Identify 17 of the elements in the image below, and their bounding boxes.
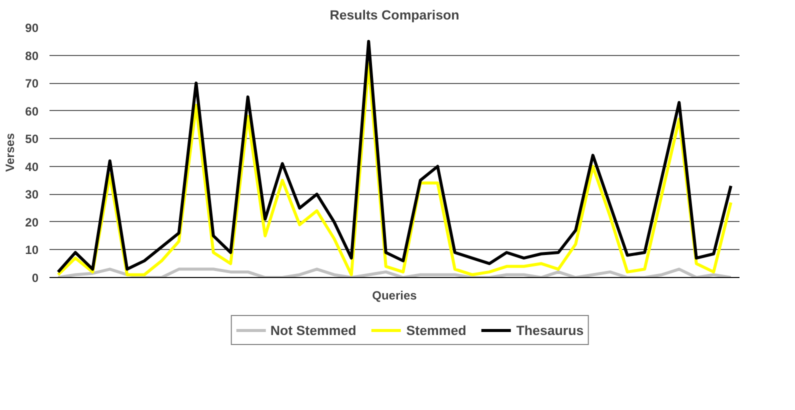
y-axis-title: Verses — [3, 132, 18, 172]
y-tick-label: 90 — [25, 21, 39, 35]
line-series — [56, 268, 732, 278]
y-tick-label: 30 — [25, 188, 39, 202]
legend-label: Stemmed — [406, 322, 466, 338]
y-tick-label: 40 — [25, 160, 39, 174]
y-tick-label: 10 — [25, 243, 39, 258]
y-tick-label: 20 — [25, 215, 39, 230]
y-tick-label: 70 — [25, 76, 39, 91]
y-tick-label: 60 — [25, 104, 39, 118]
chart-title: Results Comparison — [330, 8, 460, 22]
legend-label: Thesaurus — [516, 322, 584, 338]
x-axis-title: Queries — [372, 288, 418, 302]
legend-label: Not Stemmed — [270, 322, 356, 338]
y-tick-label: 0 — [32, 271, 39, 285]
y-tick-label: 50 — [25, 132, 39, 146]
y-tick-label: 80 — [25, 48, 39, 63]
